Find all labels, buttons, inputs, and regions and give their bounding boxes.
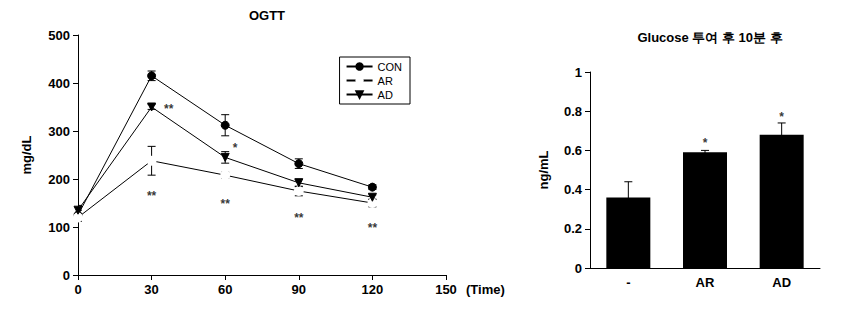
svg-text:*: * — [233, 141, 238, 155]
svg-text:300: 300 — [48, 124, 70, 139]
svg-text:**: ** — [294, 211, 304, 225]
svg-text:30: 30 — [144, 282, 158, 297]
svg-text:mg/dL: mg/dL — [19, 135, 34, 174]
svg-text:200: 200 — [48, 172, 70, 187]
svg-text:ng/mL: ng/mL — [536, 150, 551, 189]
svg-text:OGTT: OGTT — [249, 8, 285, 23]
svg-text:60: 60 — [218, 282, 232, 297]
svg-text:AR: AR — [378, 75, 393, 87]
svg-text:0.4: 0.4 — [564, 182, 583, 197]
svg-text:**: ** — [164, 102, 174, 116]
svg-text:150: 150 — [435, 282, 457, 297]
svg-text:0: 0 — [575, 261, 582, 276]
svg-text:90: 90 — [292, 282, 306, 297]
svg-text:-: - — [626, 275, 630, 290]
svg-text:**: ** — [147, 189, 157, 203]
svg-text:Glucose 투여 후 10분 후: Glucose 투여 후 10분 후 — [637, 30, 782, 45]
svg-text:120: 120 — [362, 282, 384, 297]
svg-text:1: 1 — [575, 65, 582, 80]
svg-text:CON: CON — [378, 61, 403, 73]
svg-text:0.8: 0.8 — [564, 104, 582, 119]
svg-text:0: 0 — [74, 282, 81, 297]
svg-text:0.2: 0.2 — [564, 221, 582, 236]
svg-text:AD: AD — [378, 89, 393, 101]
svg-text:**: ** — [221, 197, 231, 211]
svg-text:0.6: 0.6 — [564, 143, 582, 158]
svg-text:**: ** — [368, 221, 378, 235]
svg-text:*: * — [703, 136, 708, 150]
svg-text:100: 100 — [48, 220, 70, 235]
svg-text:*: * — [779, 110, 784, 124]
svg-text:0: 0 — [63, 268, 70, 283]
svg-text:500: 500 — [48, 28, 70, 43]
svg-text:400: 400 — [48, 76, 70, 91]
svg-text:AR: AR — [696, 275, 715, 290]
svg-text:AD: AD — [772, 275, 791, 290]
svg-text:(Time): (Time) — [466, 282, 505, 297]
